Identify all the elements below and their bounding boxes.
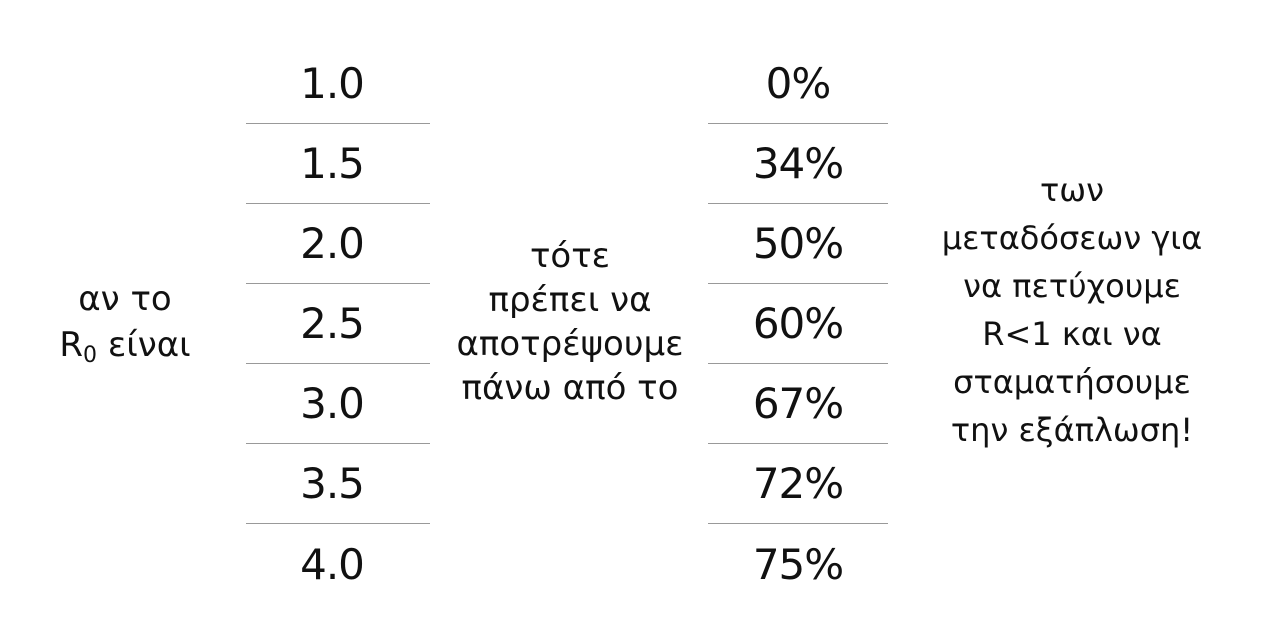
requirement-line: τότε bbox=[529, 236, 611, 276]
requirement-line: αποτρέψουμε bbox=[456, 324, 684, 364]
r0-value-row: 2.5 bbox=[246, 284, 430, 364]
percentage-row: 34% bbox=[708, 124, 888, 204]
goal-line: των bbox=[1040, 171, 1104, 209]
r0-value-row: 4.0 bbox=[246, 524, 430, 604]
percentage-row: 0% bbox=[708, 44, 888, 124]
percentage-row: 67% bbox=[708, 364, 888, 444]
r0-value-row: 2.0 bbox=[246, 204, 430, 284]
r0-value: 1.5 bbox=[300, 139, 365, 188]
goal-line: σταματήσουμε bbox=[953, 363, 1191, 401]
goal-text: των μεταδόσεων για να πετύχουμε R<1 και … bbox=[922, 166, 1222, 454]
r0-value-row: 1.0 bbox=[246, 44, 430, 124]
r0-value: 2.0 bbox=[300, 219, 365, 268]
r0-value: 4.0 bbox=[300, 539, 365, 589]
percentage-value: 0% bbox=[765, 59, 832, 108]
condition-verb: είναι bbox=[107, 325, 191, 365]
r0-value-row: 3.0 bbox=[246, 364, 430, 444]
requirement-text: τότε πρέπει να αποτρέψουμε πάνω από το bbox=[440, 234, 700, 410]
goal-line: μεταδόσεων για bbox=[941, 219, 1203, 257]
percentage-value: 75% bbox=[752, 539, 844, 589]
goal-line: να πετύχουμε bbox=[963, 267, 1181, 305]
percentage-row: 75% bbox=[708, 524, 888, 604]
r0-value: 3.0 bbox=[300, 379, 365, 428]
percentage-row: 72% bbox=[708, 444, 888, 524]
goal-line: την εξάπλωση! bbox=[950, 411, 1194, 449]
r0-value-row: 1.5 bbox=[246, 124, 430, 204]
percentage-row: 50% bbox=[708, 204, 888, 284]
percentage-column: 0% 34% 50% 60% 67% 72% 75% bbox=[708, 44, 888, 604]
percentage-value: 67% bbox=[752, 379, 844, 428]
condition-line-1: αν το bbox=[78, 279, 172, 319]
percentage-value: 34% bbox=[752, 139, 844, 188]
r-symbol: R bbox=[59, 325, 83, 365]
percentage-row: 60% bbox=[708, 284, 888, 364]
condition-text: αν το R0 είναι bbox=[30, 276, 220, 379]
percentage-value: 60% bbox=[752, 299, 844, 348]
r0-value-row: 3.5 bbox=[246, 444, 430, 524]
percentage-value: 72% bbox=[752, 459, 844, 508]
requirement-line: πρέπει να bbox=[488, 280, 652, 320]
goal-line: R<1 και να bbox=[982, 315, 1162, 353]
percentage-value: 50% bbox=[752, 219, 844, 268]
r0-value: 3.5 bbox=[300, 459, 365, 508]
r0-value: 1.0 bbox=[300, 59, 365, 108]
requirement-line: πάνω από το bbox=[461, 368, 679, 408]
condition-line-2: R0 είναι bbox=[30, 322, 220, 379]
r0-values-column: 1.0 1.5 2.0 2.5 3.0 3.5 4.0 bbox=[246, 44, 430, 604]
r-subscript: 0 bbox=[83, 343, 97, 368]
r0-value: 2.5 bbox=[300, 299, 365, 348]
